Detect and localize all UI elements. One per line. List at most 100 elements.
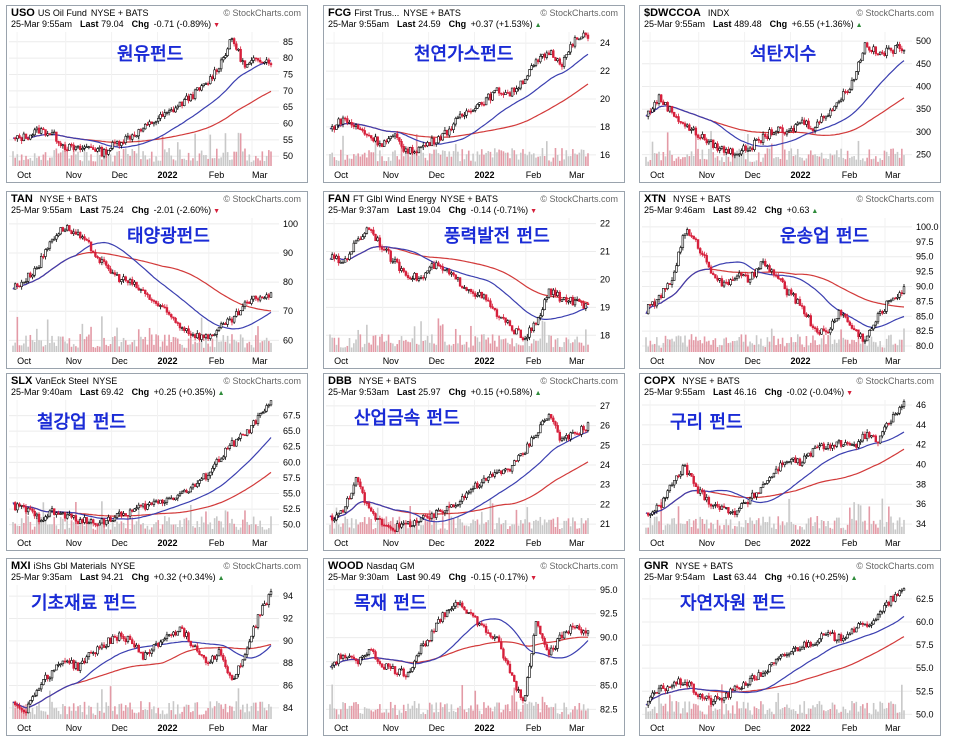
volume-bar	[710, 130, 712, 166]
candle-body	[413, 660, 416, 668]
candle-body	[37, 688, 41, 691]
volume-bar	[783, 346, 786, 352]
candle-body	[187, 328, 190, 335]
volume-bars	[329, 318, 589, 352]
candle-body	[478, 291, 481, 296]
volume-bar	[51, 335, 53, 352]
volume-bar	[366, 524, 368, 534]
volume-bar	[233, 151, 235, 166]
volume-bar	[705, 519, 708, 534]
volume-bar	[870, 714, 873, 719]
chart-header: SLX VanEck Steel NYSE © StockCharts.com	[11, 375, 305, 387]
volume-bar	[799, 157, 801, 166]
y-tick-label: 60	[283, 335, 293, 345]
candle-body	[241, 60, 245, 62]
volume-bar	[402, 340, 405, 352]
volume-bar	[742, 341, 745, 352]
exchange: NYSE + BATS	[440, 194, 498, 204]
candle-body	[24, 133, 28, 139]
candle-body	[152, 644, 156, 651]
volume-bar	[344, 516, 346, 534]
candle-body	[852, 443, 856, 446]
volume-bar	[708, 340, 710, 352]
candle-body	[685, 229, 689, 235]
volume-bar	[242, 151, 244, 166]
volume-bar	[396, 714, 399, 719]
volume-bar	[775, 701, 777, 719]
candle-body	[800, 646, 804, 650]
candle-body	[578, 625, 581, 630]
volume-bar	[361, 347, 364, 352]
candle-body	[487, 93, 490, 99]
price-candles	[646, 227, 906, 345]
volume-bar	[840, 329, 842, 352]
candle-body	[835, 318, 838, 322]
volume-bar	[658, 521, 660, 534]
candle-body	[263, 410, 266, 414]
volume-bar	[734, 152, 736, 166]
volume-bars	[645, 498, 905, 534]
volume-bar	[31, 529, 34, 534]
volume-bar	[209, 522, 212, 534]
candle-body	[174, 497, 177, 501]
korean-label: 태양광펀드	[127, 226, 210, 247]
volume-bar	[483, 154, 485, 166]
candle-body	[454, 118, 457, 125]
volume-bar	[57, 710, 60, 719]
volume-bar	[478, 154, 481, 166]
candle-body	[463, 496, 466, 498]
volume-bar	[405, 339, 407, 352]
volume-bar	[27, 516, 29, 534]
volume-bar	[96, 522, 99, 534]
volume-bar	[578, 702, 581, 719]
volume-bar	[363, 707, 366, 719]
x-tick-label: Nov	[383, 723, 400, 733]
candle-body	[161, 639, 164, 643]
y-tick-label: 57.5	[283, 473, 301, 483]
candle-body	[437, 262, 440, 267]
candle-body	[685, 124, 689, 127]
quote-datetime: 25-Mar 9:55am	[328, 19, 390, 29]
volume-bar	[682, 157, 684, 166]
volume-bar	[792, 156, 795, 166]
volume-bar	[411, 338, 414, 352]
volume-bar	[647, 711, 649, 719]
volume-bar	[207, 524, 209, 534]
volume-bar	[692, 340, 695, 352]
volume-bar	[135, 521, 138, 534]
x-tick-label: Dec	[745, 723, 762, 733]
candle-body	[502, 648, 505, 659]
volume-bar	[664, 156, 667, 166]
volume-bar	[153, 344, 155, 352]
volume-bar	[572, 342, 574, 352]
candle-body	[256, 415, 260, 424]
candle-body	[189, 94, 192, 102]
candle-body	[29, 700, 32, 705]
volume-bar	[725, 704, 728, 719]
candle-body	[818, 121, 821, 124]
volume-bar	[392, 517, 394, 534]
candle-body	[383, 666, 386, 670]
candle-body	[237, 48, 240, 51]
volume-bar	[353, 154, 355, 166]
volume-bar	[814, 340, 816, 352]
volume-bar	[374, 709, 377, 719]
volume-bar	[781, 132, 784, 166]
price-change: +0.25 (+0.35%)	[153, 387, 216, 397]
volume-bar	[14, 157, 16, 166]
candle-body	[256, 58, 260, 61]
volume-bar	[820, 704, 823, 719]
volume-bars	[12, 501, 272, 534]
candle-body	[807, 452, 810, 457]
volume-bar	[818, 344, 821, 352]
candle-body	[409, 277, 412, 280]
volume-bar	[872, 520, 875, 534]
candle-body	[241, 659, 245, 667]
volume-bar	[394, 150, 396, 166]
volume-bar	[170, 524, 173, 534]
candle-body	[679, 121, 682, 123]
volume-bar	[480, 334, 483, 352]
volume-bar	[859, 505, 862, 534]
x-tick-label: 2022	[475, 170, 495, 180]
volume-bar	[235, 341, 238, 352]
